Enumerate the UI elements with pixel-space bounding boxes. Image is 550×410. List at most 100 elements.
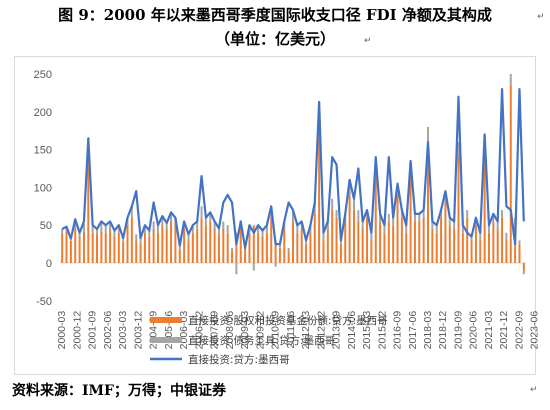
debt-bar bbox=[322, 232, 325, 241]
equity-bar bbox=[270, 217, 273, 263]
debt-bar bbox=[422, 210, 425, 218]
x-tick-label: 2003-03 bbox=[117, 311, 129, 350]
x-tick-label: 2012-03 bbox=[300, 311, 312, 350]
debt-bar bbox=[379, 213, 382, 222]
debt-bar bbox=[461, 225, 464, 233]
equity-bar bbox=[296, 232, 299, 263]
equity-bar bbox=[501, 217, 504, 263]
equity-bar bbox=[213, 228, 216, 263]
equity-bar bbox=[61, 232, 64, 263]
equity-bar bbox=[409, 176, 412, 263]
equity-bar bbox=[396, 194, 399, 263]
chart-subtitle: （单位：亿美元） bbox=[214, 30, 335, 48]
debt-bar bbox=[522, 270, 525, 275]
debt-bar bbox=[100, 223, 103, 232]
equity-bar bbox=[418, 221, 421, 263]
equity-bar bbox=[352, 210, 355, 263]
equity-bar bbox=[209, 221, 212, 263]
equity-bar bbox=[444, 202, 447, 263]
debt-bar bbox=[91, 225, 94, 233]
debt-bar bbox=[466, 210, 469, 218]
legend-label: 直接投资:股权和投资基金份额:贷方:墨西哥 bbox=[188, 314, 388, 327]
x-tick-label: 2009-12 bbox=[254, 311, 266, 350]
debt-bar bbox=[518, 240, 521, 245]
x-tick-label: 2022-09 bbox=[513, 311, 525, 350]
debt-bar bbox=[209, 212, 212, 222]
debt-bar bbox=[405, 225, 408, 233]
x-tick-label: 2017-06 bbox=[407, 311, 419, 350]
equity-bar bbox=[474, 225, 477, 263]
equity-bar bbox=[300, 228, 303, 263]
equity-bar bbox=[109, 228, 112, 263]
debt-bar bbox=[431, 221, 434, 229]
debt-bar bbox=[113, 230, 116, 237]
equity-bar bbox=[126, 225, 129, 263]
legend-swatch bbox=[150, 317, 182, 323]
equity-bar bbox=[174, 225, 177, 263]
debt-bar bbox=[261, 230, 264, 237]
equity-bar bbox=[239, 228, 242, 263]
debt-bar bbox=[143, 225, 146, 233]
y-tick-label: -50 bbox=[36, 296, 52, 308]
equity-bar bbox=[479, 240, 482, 263]
debt-bar bbox=[370, 232, 373, 241]
x-tick-label: 2000-03 bbox=[56, 311, 68, 350]
equity-bar bbox=[357, 221, 360, 263]
equity-bar bbox=[457, 157, 460, 263]
equity-bar bbox=[305, 244, 308, 263]
debt-bar bbox=[487, 225, 490, 233]
x-tick-label: 2021-12 bbox=[498, 311, 510, 350]
x-tick-label: 2019-09 bbox=[452, 311, 464, 350]
source-note: 资料来源：IMF；万得；中银证券 bbox=[12, 383, 226, 399]
equity-bar bbox=[335, 217, 338, 263]
debt-bar bbox=[235, 263, 238, 275]
paragraph-mark-icon: ↵ bbox=[537, 12, 545, 22]
x-tick-label: 2006-12 bbox=[193, 311, 205, 350]
debt-bar bbox=[427, 126, 430, 146]
equity-bar bbox=[366, 217, 369, 263]
y-tick-label: 250 bbox=[34, 69, 52, 81]
equity-bar bbox=[200, 217, 203, 263]
equity-bar bbox=[69, 240, 72, 263]
debt-bar bbox=[326, 221, 329, 229]
equity-bar bbox=[231, 251, 234, 263]
debt-bar bbox=[305, 240, 308, 245]
equity-bar bbox=[248, 232, 251, 263]
debt-bar bbox=[413, 213, 416, 222]
debt-bar bbox=[274, 263, 277, 267]
debt-bar bbox=[74, 222, 77, 229]
equity-bar bbox=[217, 234, 220, 263]
equity-bar bbox=[226, 232, 229, 263]
equity-bar bbox=[313, 213, 316, 263]
equity-bar bbox=[344, 221, 347, 263]
equity-bar bbox=[96, 234, 99, 263]
equity-bar bbox=[405, 232, 408, 263]
equity-bar bbox=[522, 263, 525, 271]
equity-bar bbox=[113, 236, 116, 263]
debt-bar bbox=[291, 210, 295, 222]
equity-bar bbox=[244, 247, 247, 263]
equity-bar bbox=[461, 232, 464, 263]
equity-bar bbox=[379, 221, 382, 263]
legend-label: 直接投资:贷方:墨西哥 bbox=[188, 353, 290, 366]
equity-bar bbox=[196, 228, 199, 263]
equity-bar bbox=[148, 236, 151, 263]
equity-bar bbox=[187, 240, 190, 263]
equity-bar bbox=[91, 232, 94, 263]
x-tick-label: 2016-09 bbox=[392, 311, 404, 350]
debt-bar bbox=[152, 221, 155, 229]
debt-bar bbox=[82, 223, 85, 232]
debt-bar bbox=[78, 232, 81, 237]
equity-bar bbox=[222, 228, 225, 263]
debt-bar bbox=[187, 234, 190, 241]
equity-bar bbox=[487, 232, 490, 263]
debt-bar bbox=[204, 217, 207, 226]
debt-bar bbox=[435, 225, 438, 233]
equity-bar bbox=[383, 232, 386, 263]
debt-bar bbox=[470, 236, 473, 241]
equity-bar bbox=[435, 232, 438, 263]
debt-bar bbox=[139, 238, 142, 245]
equity-bar bbox=[492, 221, 495, 263]
debt-bar bbox=[383, 225, 386, 233]
